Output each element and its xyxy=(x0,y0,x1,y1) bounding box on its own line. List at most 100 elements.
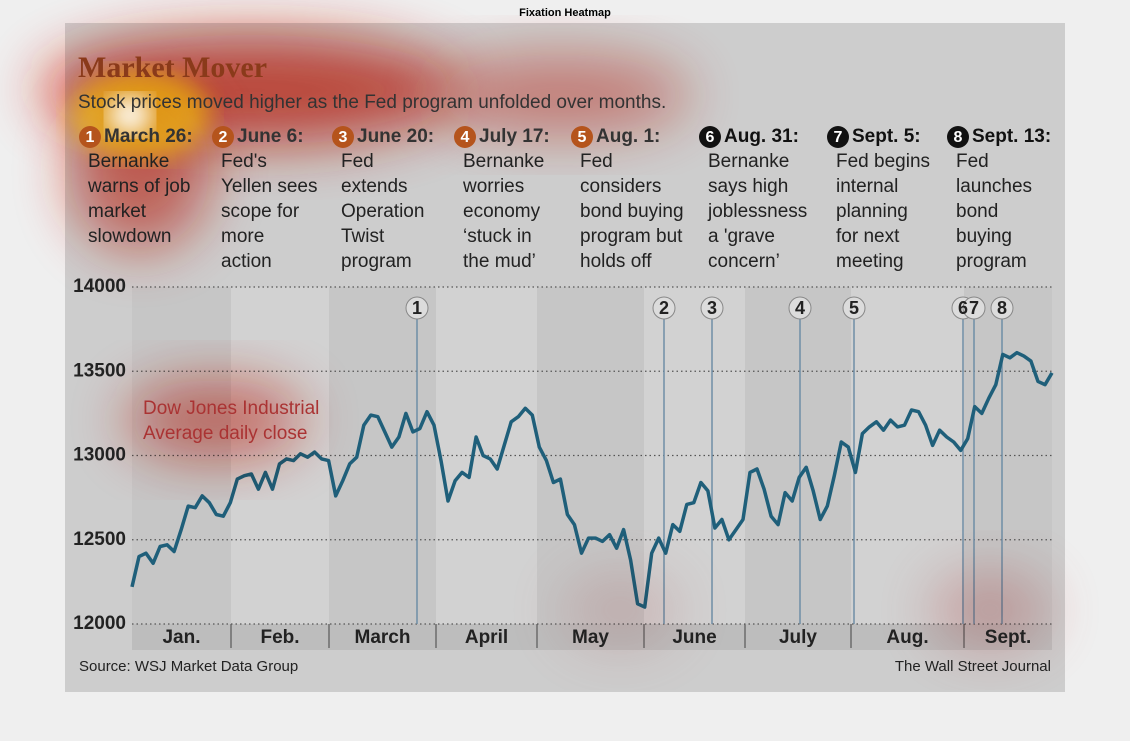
event-text: joblessness xyxy=(707,201,807,222)
event-text: Fed xyxy=(580,151,613,172)
event-text: program but xyxy=(580,226,683,247)
month-band xyxy=(329,287,436,624)
credit: The Wall Street Journal xyxy=(895,658,1051,675)
y-tick-label: 12000 xyxy=(73,613,126,634)
x-tick-label: April xyxy=(465,627,508,648)
event-date: July 17: xyxy=(479,126,550,147)
event-marker: 3 xyxy=(707,298,717,318)
event-text: buying xyxy=(956,226,1012,247)
event-number-circle xyxy=(454,126,476,148)
y-tick-label: 13000 xyxy=(73,445,126,466)
event-text: Fed's xyxy=(221,151,267,172)
event-number-circle xyxy=(571,126,593,148)
x-tick-label: Jan. xyxy=(162,627,200,648)
month-label-bg xyxy=(436,624,537,650)
event-number: 6 xyxy=(706,129,715,146)
event-number: 8 xyxy=(954,129,963,146)
price-line xyxy=(130,350,1054,609)
event-date: Sept. 13: xyxy=(972,126,1051,147)
event-text: Fed begins xyxy=(836,151,930,172)
event-text: Operation xyxy=(341,201,424,222)
y-tick-label: 14000 xyxy=(73,276,126,297)
event-marker: 6 xyxy=(958,298,968,318)
event-text: the mud’ xyxy=(463,251,536,272)
x-tick-label: Sept. xyxy=(985,627,1031,648)
event-marker: 1 xyxy=(412,298,422,318)
event-number-circle xyxy=(332,126,354,148)
event-number-circle xyxy=(79,126,101,148)
event-text: slowdown xyxy=(88,226,171,247)
month-label-bg xyxy=(132,624,231,650)
month-label-bg xyxy=(329,624,436,650)
heat-core xyxy=(70,70,210,160)
event-text: Bernanke xyxy=(88,151,169,172)
event-text: Yellen sees xyxy=(221,176,317,197)
event-marker-circle xyxy=(788,296,812,320)
event-text: planning xyxy=(836,201,908,222)
event-marker: 5 xyxy=(849,298,859,318)
event-marker-circle xyxy=(842,296,866,320)
x-tick-label: July xyxy=(779,627,817,648)
event-date: Aug. 31: xyxy=(724,126,799,147)
event-text: internal xyxy=(836,176,898,197)
event-text: program xyxy=(956,251,1027,272)
x-tick-label: Feb. xyxy=(260,627,299,648)
month-label-bg xyxy=(231,624,329,650)
event-text: program xyxy=(341,251,412,272)
event-number: 5 xyxy=(578,129,587,146)
event-text: concern’ xyxy=(708,251,780,272)
event-text: warns of job xyxy=(87,176,190,197)
event-number: 2 xyxy=(219,129,228,146)
month-band xyxy=(851,287,964,624)
page-title: Fixation Heatmap xyxy=(519,7,611,19)
event-text: worries xyxy=(462,176,524,197)
event-marker: 7 xyxy=(969,298,979,318)
event-number-circle xyxy=(699,126,721,148)
event-number: 7 xyxy=(834,129,843,146)
event-date: March 26: xyxy=(104,126,193,147)
event-marker-circle xyxy=(700,296,724,320)
month-label-bg xyxy=(745,624,851,650)
event-text: Bernanke xyxy=(463,151,544,172)
x-tick-label: March xyxy=(355,627,411,648)
event-marker: 2 xyxy=(659,298,669,318)
event-number: 3 xyxy=(339,129,348,146)
event-text: Twist xyxy=(341,226,385,247)
event-text: considers xyxy=(580,176,661,197)
event-text: economy xyxy=(463,201,541,222)
event-text: a 'grave xyxy=(708,226,775,247)
event-date: June 6: xyxy=(237,126,304,147)
event-date: Sept. 5: xyxy=(852,126,921,147)
event-text: extends xyxy=(341,176,408,197)
event-text: bond buying xyxy=(580,201,684,222)
event-marker-circle xyxy=(652,296,676,320)
x-tick-label: Aug. xyxy=(886,627,928,648)
event-marker-circle xyxy=(962,296,986,320)
source: Source: WSJ Market Data Group xyxy=(79,658,298,675)
event-text: more xyxy=(221,226,264,247)
annotation: Dow Jones Industrial xyxy=(143,398,319,419)
event-text: holds off xyxy=(580,251,652,272)
event-text: Bernanke xyxy=(708,151,789,172)
event-number: 1 xyxy=(86,129,95,146)
x-tick-label: June xyxy=(672,627,716,648)
event-number-circle xyxy=(212,126,234,148)
y-tick-label: 12500 xyxy=(73,529,126,550)
event-text: launches xyxy=(956,176,1032,197)
event-text: ‘stuck in xyxy=(463,226,532,247)
event-marker-circle xyxy=(990,296,1014,320)
event-marker-circle xyxy=(405,296,429,320)
event-text: Fed xyxy=(956,151,989,172)
x-tick-label: May xyxy=(572,627,609,648)
annotation: Average daily close xyxy=(143,423,307,444)
event-marker: 4 xyxy=(795,298,805,318)
event-number: 4 xyxy=(461,129,470,146)
event-text: market xyxy=(88,201,147,222)
y-tick-label: 13500 xyxy=(73,360,126,381)
event-marker: 8 xyxy=(997,298,1007,318)
event-text: bond xyxy=(956,201,998,222)
event-text: meeting xyxy=(836,251,904,272)
chart-title: Market Mover xyxy=(78,51,267,84)
month-band xyxy=(537,287,644,624)
